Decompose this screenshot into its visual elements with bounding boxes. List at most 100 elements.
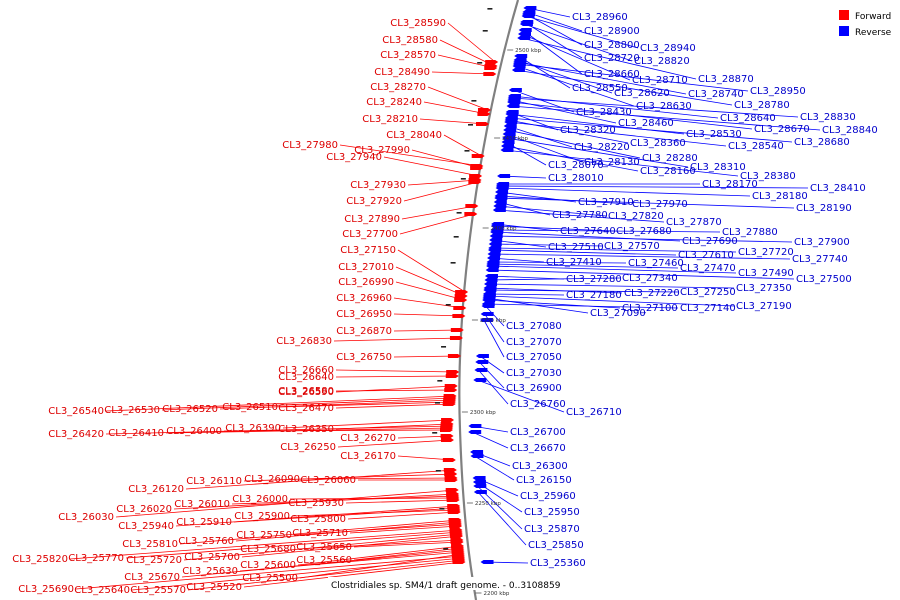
reverse-leader-line: [507, 129, 641, 159]
reverse-gene-arrow: [483, 288, 497, 292]
legend-reverse-label: Reverse: [855, 28, 892, 38]
reverse-gene-arrow: [484, 278, 498, 282]
forward-leader-line: [335, 389, 455, 392]
forward-gene-arrow: [454, 298, 468, 302]
reverse-leader-line: [491, 249, 677, 256]
track-mark: [471, 100, 477, 102]
reverse-gene-arrow: [506, 104, 520, 108]
track-mark: [456, 212, 462, 214]
reverse-gene-arrow: [479, 318, 493, 322]
forward-gene-arrow: [468, 180, 482, 184]
forward-leader-line: [337, 439, 451, 448]
forward-gene-label: CL3_25940: [118, 521, 174, 532]
forward-gene-label: CL3_26400: [166, 426, 222, 437]
forward-gene-label: CL3_26470: [278, 403, 334, 414]
reverse-gene-label: CL3_26710: [566, 407, 622, 418]
forward-gene-label: CL3_26510: [222, 402, 278, 413]
reverse-leader-line: [499, 187, 751, 197]
reverse-gene-label: CL3_28710: [632, 75, 688, 86]
leader-lines: [69, 7, 821, 591]
reverse-gene-arrow: [500, 148, 514, 152]
forward-gene-label: CL3_27010: [338, 262, 394, 273]
forward-leader-line: [187, 559, 463, 591]
forward-gene-label: CL3_26250: [280, 442, 336, 453]
track-mark: [453, 236, 459, 238]
tick-label: 2300 kbp: [470, 410, 496, 416]
reverse-gene-label: CL3_27100: [622, 303, 678, 314]
reverse-gene-label: CL3_28070: [548, 160, 604, 171]
forward-leader-line: [393, 297, 464, 309]
forward-leader-line: [401, 205, 476, 220]
track-mark: [434, 402, 440, 404]
reverse-gene-label: CL3_28190: [796, 203, 852, 214]
forward-gene-label: CL3_28040: [386, 130, 442, 141]
forward-gene-label: CL3_26120: [128, 484, 184, 495]
reverse-gene-label: CL3_27460: [628, 258, 684, 269]
reverse-gene-label: CL3_28380: [740, 171, 796, 182]
position-ticks: 2500 kbp 2450 kbp 2400 kbp 2350 kbp 2300 kbp…: [461, 48, 542, 597]
reverse-leader-line: [517, 59, 613, 94]
forward-gene-label: CL3_26990: [338, 277, 394, 288]
forward-leader-line: [293, 523, 459, 536]
reverse-gene-label: CL3_27570: [604, 241, 660, 252]
reverse-gene-label: CL3_28940: [640, 43, 696, 54]
forward-leader-line: [239, 551, 462, 572]
forward-leader-line: [233, 507, 458, 523]
forward-leader-line: [443, 134, 482, 157]
forward-gene-label: CL3_28570: [380, 50, 436, 61]
reverse-leader-line: [479, 355, 505, 374]
forward-gene-label: CL3_27150: [340, 245, 396, 256]
forward-gene-label: CL3_25910: [176, 517, 232, 528]
track-mark: [482, 30, 488, 32]
reverse-gene-label: CL3_27410: [546, 257, 602, 268]
forward-leader-line: [241, 535, 461, 558]
forward-gene-label: CL3_28580: [382, 35, 438, 46]
reverse-gene-label: CL3_27080: [506, 321, 562, 332]
forward-leader-line: [335, 375, 456, 378]
forward-leader-line: [282, 419, 452, 429]
reverse-leader-line: [490, 261, 627, 264]
reverse-leader-line: [478, 369, 509, 405]
reverse-gene-arrow: [495, 186, 509, 190]
reverse-gene-arrow: [489, 238, 503, 242]
track-mark: [477, 62, 483, 64]
legend-forward-label: Forward: [855, 12, 891, 22]
reverse-gene-arrow: [475, 360, 489, 364]
forward-leader-line: [407, 179, 479, 186]
forward-leader-line: [333, 337, 460, 342]
reverse-gene-label: CL3_28430: [576, 107, 632, 118]
forward-leader-line: [161, 397, 454, 411]
forward-gene-label: CL3_25630: [182, 566, 238, 577]
forward-gene-label: CL3_28210: [362, 114, 418, 125]
reverse-leader-line: [508, 121, 727, 147]
reverse-gene-arrow: [481, 304, 495, 308]
forward-leader-line: [395, 281, 465, 301]
reverse-gene-label: CL3_27220: [624, 288, 680, 299]
reverse-gene-label: CL3_27500: [796, 274, 852, 285]
forward-leader-line: [403, 181, 479, 202]
reverse-gene-label: CL3_28170: [702, 179, 758, 190]
forward-gene-label: CL3_26420: [48, 429, 104, 440]
reverse-gene-label: CL3_28660: [584, 69, 640, 80]
forward-gene-arrow: [452, 560, 466, 564]
forward-gene-arrow: [464, 212, 478, 216]
reverse-gene-label: CL3_28640: [720, 113, 776, 124]
reverse-gene-label: CL3_28900: [584, 26, 640, 37]
forward-leader-line: [411, 149, 481, 169]
reverse-gene-label: CL3_25950: [524, 507, 580, 518]
forward-gene-arrow: [485, 60, 499, 64]
track-mark: [464, 150, 470, 152]
forward-gene-label: CL3_25770: [68, 553, 124, 564]
forward-gene-arrow: [454, 294, 468, 298]
reverse-gene-label: CL3_27870: [666, 217, 722, 228]
reverse-gene-label: CL3_28950: [750, 86, 806, 97]
reverse-gene-arrow: [493, 200, 507, 204]
forward-gene-label: CL3_26020: [116, 504, 172, 515]
forward-gene-label: CL3_25710: [292, 528, 348, 539]
reverse-leader-line: [498, 197, 795, 209]
forward-gene-arrow: [446, 370, 460, 374]
reverse-gene-label: CL3_28800: [584, 40, 640, 51]
reverse-gene-label: CL3_27490: [738, 268, 794, 279]
reverse-leader-line: [493, 235, 793, 243]
reverse-leader-line: [517, 55, 571, 89]
